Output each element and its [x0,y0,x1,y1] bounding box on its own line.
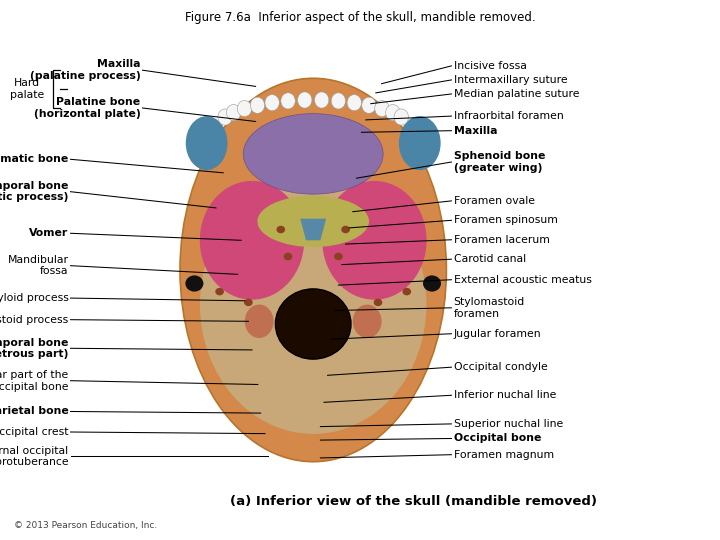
Ellipse shape [402,288,411,295]
Ellipse shape [399,116,441,170]
Ellipse shape [394,109,408,125]
Ellipse shape [226,104,240,120]
Ellipse shape [265,94,279,111]
Ellipse shape [386,104,400,120]
Ellipse shape [180,78,446,462]
Text: Inferior nuchal line: Inferior nuchal line [454,390,556,400]
Text: Infraorbital foramen: Infraorbital foramen [454,111,563,121]
Ellipse shape [244,299,253,306]
Text: Superior nuchal line: Superior nuchal line [454,419,563,429]
Ellipse shape [315,92,329,108]
Text: Mastoid process: Mastoid process [0,315,68,325]
Text: External occipital
protuberance: External occipital protuberance [0,446,68,467]
Ellipse shape [245,305,274,338]
Text: Vomer: Vomer [29,228,68,238]
Text: External acoustic meatus: External acoustic meatus [454,275,591,285]
Ellipse shape [275,289,351,359]
Ellipse shape [353,305,382,338]
Text: External occipital crest: External occipital crest [0,427,68,437]
Ellipse shape [423,275,441,292]
Text: Foramen lacerum: Foramen lacerum [454,235,549,245]
Text: Maxilla
(palatine process): Maxilla (palatine process) [30,59,140,81]
Text: Foramen magnum: Foramen magnum [454,450,554,460]
Ellipse shape [331,93,346,109]
Text: Zygomatic bone: Zygomatic bone [0,154,68,164]
Text: Styloid process: Styloid process [0,293,68,303]
Ellipse shape [215,288,224,295]
Text: Sphenoid bone
(greater wing): Sphenoid bone (greater wing) [454,151,545,173]
Ellipse shape [258,196,369,247]
Ellipse shape [374,100,389,117]
Text: Jugular foramen: Jugular foramen [454,329,541,339]
Text: (a) Inferior view of the skull (mandible removed): (a) Inferior view of the skull (mandible… [230,495,598,508]
Ellipse shape [218,109,233,125]
Text: Temporal bone
(petrous part): Temporal bone (petrous part) [0,338,68,359]
Ellipse shape [186,116,228,170]
Text: Occipital bone: Occipital bone [454,434,541,443]
Text: Parietal bone: Parietal bone [0,407,68,416]
Ellipse shape [323,181,426,300]
Text: Foramen spinosum: Foramen spinosum [454,215,557,225]
Text: Mandibular
fossa: Mandibular fossa [7,255,68,276]
Ellipse shape [200,175,426,434]
Ellipse shape [347,94,361,111]
Text: Incisive fossa: Incisive fossa [454,61,526,71]
Text: Stylomastoid
foramen: Stylomastoid foramen [454,297,525,319]
Ellipse shape [276,226,285,233]
Text: Occipital condyle: Occipital condyle [454,362,547,372]
Ellipse shape [199,181,304,300]
Text: Median palatine suture: Median palatine suture [454,89,579,99]
Ellipse shape [281,93,295,109]
Ellipse shape [374,299,382,306]
Text: Palatine bone
(horizontal plate): Palatine bone (horizontal plate) [34,97,140,119]
Ellipse shape [334,253,343,260]
Text: Figure 7.6a  Inferior aspect of the skull, mandible removed.: Figure 7.6a Inferior aspect of the skull… [185,11,535,24]
Ellipse shape [243,113,383,194]
Ellipse shape [361,97,376,113]
Ellipse shape [284,253,292,260]
Text: © 2013 Pearson Education, Inc.: © 2013 Pearson Education, Inc. [14,521,158,530]
Text: Intermaxillary suture: Intermaxillary suture [454,75,567,85]
Text: Basilar part of the
occipital bone: Basilar part of the occipital bone [0,370,68,392]
Text: Maxilla: Maxilla [454,126,497,136]
Ellipse shape [186,275,204,292]
Ellipse shape [341,226,350,233]
Polygon shape [300,219,326,240]
Text: Carotid canal: Carotid canal [454,254,526,264]
Ellipse shape [251,97,265,113]
Text: Hard
palate: Hard palate [10,78,45,100]
Ellipse shape [238,100,252,117]
Text: Foramen ovale: Foramen ovale [454,196,534,206]
Text: Temporal bone
(zygomatic process): Temporal bone (zygomatic process) [0,181,68,202]
Ellipse shape [297,92,312,108]
